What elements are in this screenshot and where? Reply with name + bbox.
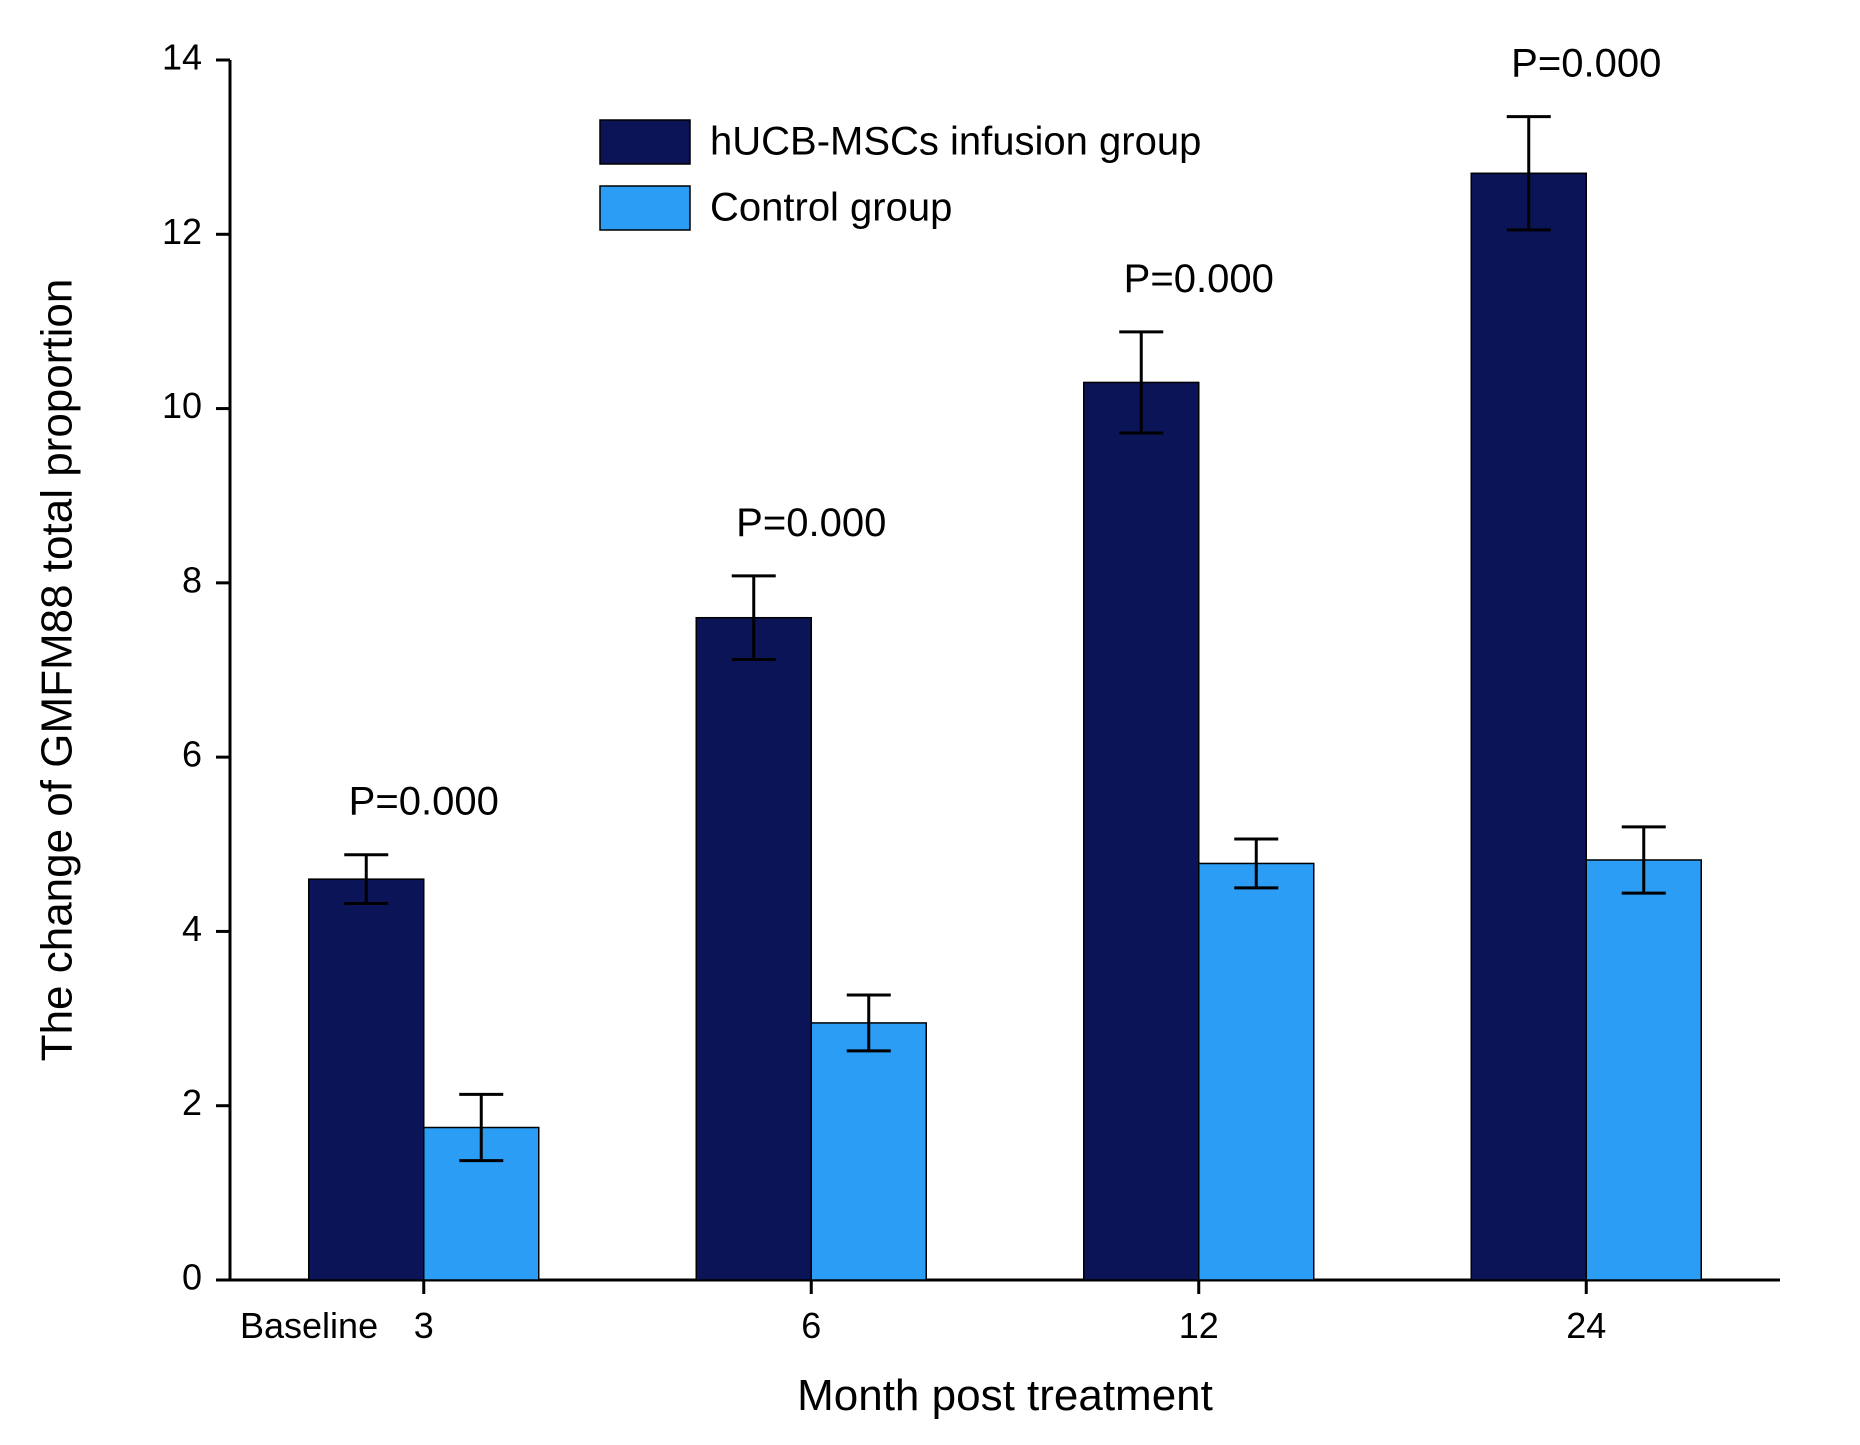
p-value-label: P=0.000	[736, 501, 886, 545]
y-tick-label: 0	[182, 1257, 202, 1298]
bar-treatment	[309, 879, 424, 1280]
p-value-label: P=0.000	[1124, 257, 1274, 301]
legend-swatch	[600, 186, 690, 230]
y-tick-label: 8	[182, 559, 202, 600]
x-tick-label: 24	[1566, 1305, 1606, 1346]
y-axis-title: The change of GMFM88 total proportion	[33, 279, 82, 1062]
bar-treatment	[1084, 382, 1199, 1280]
y-tick-label: 4	[182, 908, 202, 949]
x-tick-label: 12	[1179, 1305, 1219, 1346]
bar-control	[811, 1023, 926, 1280]
legend-label: hUCB-MSCs infusion group	[710, 119, 1201, 163]
bar-treatment	[696, 618, 811, 1280]
legend-label: Control group	[710, 185, 952, 229]
x-axis-title: Month post treatment	[797, 1371, 1213, 1420]
y-tick-label: 6	[182, 734, 202, 775]
bar-treatment	[1471, 173, 1586, 1280]
bar-chart: 02468101214The change of GMFM88 total pr…	[0, 0, 1860, 1445]
x-tick-label: 3	[414, 1305, 434, 1346]
y-tick-label: 14	[162, 37, 202, 78]
p-value-label: P=0.000	[1511, 42, 1661, 86]
baseline-label: Baseline	[240, 1305, 378, 1346]
bar-control	[1586, 860, 1701, 1280]
chart-container: 02468101214The change of GMFM88 total pr…	[0, 0, 1860, 1445]
y-tick-label: 2	[182, 1082, 202, 1123]
p-value-label: P=0.000	[349, 780, 499, 824]
x-tick-label: 6	[801, 1305, 821, 1346]
y-tick-label: 10	[162, 385, 202, 426]
y-tick-label: 12	[162, 211, 202, 252]
legend-swatch	[600, 120, 690, 164]
bar-control	[1199, 863, 1314, 1280]
